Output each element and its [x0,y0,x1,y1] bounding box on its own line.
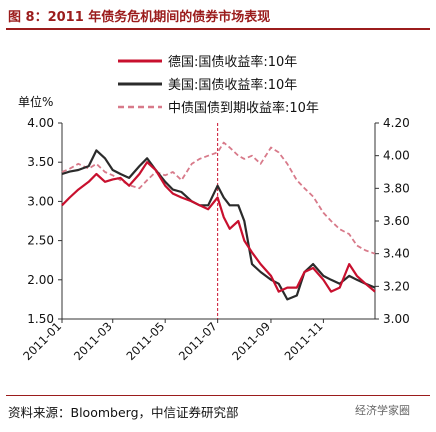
legend-label-3: 中债国债到期收益率:10年 [168,100,319,116]
y-right-tick-label: 3.60 [383,214,410,228]
y-right-tick-label: 4.20 [383,116,410,130]
source-note: 资料来源：Bloomberg，中信证券研究部 [8,405,239,420]
y-left-tick-label: 1.50 [27,312,54,326]
y-right-tick-label: 3.80 [383,181,410,195]
y-left-tick-label: 2.00 [27,273,54,287]
watermark-logo: 经济学家圈 [355,404,410,417]
x-tick-label: 2011-05 [123,319,167,363]
x-tick-label: 2011-11 [282,319,326,363]
y-right-tick-label: 4.00 [383,149,410,163]
legend-label-2: 美国:国债收益率:10年 [168,77,297,93]
source-divider [6,395,430,396]
x-tick-label: 2011-09 [229,319,273,363]
yield-line-chart: 4.00 3.50 3.00 2.50 2.00 1.50 4.20 4.00 3.80 3.60… [18,54,410,363]
y-right-tick-label: 3.20 [383,279,410,293]
y-right-tick-label: 3.40 [383,247,410,261]
y-left-tick-label: 4.00 [27,116,54,130]
series-line-1 [61,161,376,293]
x-tick-label: 2011-03 [71,319,115,363]
title-divider [6,28,430,30]
figure-title: 图 8：2011 年债务危机期间的债券市场表现 [8,10,271,25]
series-line-2 [61,149,376,301]
y-left-tick-label: 3.00 [27,194,54,208]
x-tick-label: 2011-07 [176,319,220,363]
y-left-axis-label: 单位% [18,94,53,109]
series-line-3 [61,141,376,255]
y-left-tick-label: 3.50 [27,155,54,169]
y-right-tick-label: 3.00 [383,312,410,326]
legend-label-1: 德国:国债收益率:10年 [168,54,297,70]
y-left-tick-label: 2.50 [27,234,54,248]
